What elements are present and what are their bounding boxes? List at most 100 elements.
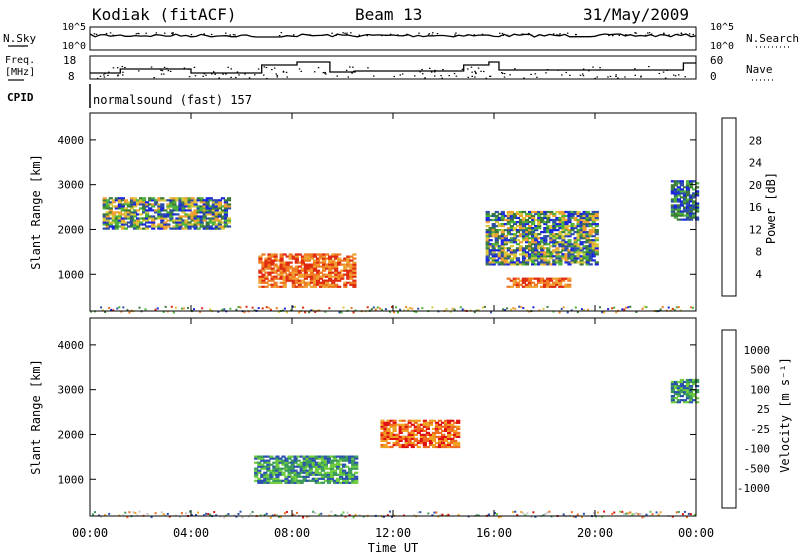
heatmap-cell bbox=[298, 311, 301, 314]
heatmap-cell bbox=[335, 455, 341, 458]
heatmap-cell bbox=[509, 285, 514, 288]
nave-point bbox=[429, 67, 431, 69]
heatmap-cell bbox=[676, 188, 681, 191]
heatmap-cell bbox=[688, 385, 694, 388]
heatmap-cell bbox=[676, 182, 681, 185]
heatmap-cell bbox=[331, 253, 336, 256]
heatmap-cell bbox=[195, 514, 197, 517]
nave-point bbox=[477, 67, 480, 69]
heatmap-cell bbox=[105, 205, 110, 208]
heatmap-cell bbox=[257, 463, 262, 466]
heatmap-cell bbox=[205, 227, 210, 230]
heatmap-cell bbox=[518, 218, 524, 222]
heatmap-cell bbox=[685, 180, 691, 183]
heatmap-cell bbox=[546, 225, 551, 228]
heatmap-cell bbox=[521, 221, 527, 224]
heatmap-cell bbox=[500, 263, 505, 266]
heatmap-cell bbox=[497, 249, 502, 252]
heatmap-cell bbox=[92, 513, 94, 516]
heatmap-cell bbox=[332, 455, 338, 458]
noise-search-point bbox=[677, 33, 679, 35]
heatmap-cell bbox=[401, 427, 406, 430]
heatmap-cell bbox=[573, 216, 578, 220]
heatmap-cell bbox=[331, 255, 336, 258]
heatmap-cell bbox=[537, 216, 542, 220]
heatmap-cell bbox=[549, 283, 554, 286]
heatmap-cell bbox=[287, 461, 292, 464]
heatmap-cell bbox=[302, 455, 307, 458]
heatmap-cell bbox=[318, 261, 324, 264]
heatmap-cell bbox=[591, 231, 596, 234]
heatmap-cell bbox=[272, 481, 277, 484]
heatmap-cell bbox=[444, 421, 449, 424]
heatmap-cell bbox=[673, 188, 678, 191]
heatmap-cell bbox=[500, 243, 505, 246]
heatmap-cell bbox=[169, 205, 174, 208]
heatmap-cell bbox=[306, 273, 311, 276]
heatmap-cell bbox=[343, 265, 348, 268]
heatmap-cell bbox=[352, 285, 357, 288]
heatmap-cell bbox=[552, 261, 557, 264]
heatmap-cell bbox=[585, 253, 590, 256]
heatmap-cell bbox=[383, 433, 388, 436]
heatmap-cell bbox=[500, 235, 505, 238]
heatmap-cell bbox=[139, 197, 144, 200]
heatmap-cell bbox=[351, 473, 356, 476]
heatmap-cell bbox=[528, 225, 533, 228]
heatmap-cell bbox=[312, 255, 318, 258]
heatmap-cell bbox=[497, 237, 502, 240]
x-tick-label: 04:00 bbox=[173, 526, 209, 540]
heatmap-cell bbox=[326, 479, 331, 482]
heatmap-cell bbox=[348, 477, 353, 480]
heatmap-cell bbox=[123, 201, 128, 204]
heatmap-cell bbox=[374, 308, 377, 311]
noise-search-point bbox=[344, 32, 346, 34]
heatmap-cell bbox=[481, 306, 484, 309]
power-colorbar-label: Power [dB] bbox=[764, 172, 778, 244]
heatmap-cell bbox=[419, 437, 424, 440]
heatmap-cell bbox=[117, 211, 122, 214]
heatmap-cell bbox=[392, 423, 397, 426]
heatmap-cell bbox=[302, 306, 305, 309]
heatmap-cell bbox=[444, 423, 449, 426]
heatmap-cell bbox=[552, 212, 557, 216]
heatmap-cell bbox=[136, 219, 141, 222]
heatmap-cell bbox=[308, 461, 313, 464]
heatmap-cell bbox=[509, 210, 514, 214]
x-tick-label: 08:00 bbox=[274, 526, 310, 540]
heatmap-cell bbox=[172, 199, 177, 202]
heatmap-cell bbox=[154, 512, 157, 515]
heatmap-cell bbox=[354, 481, 359, 484]
nave-point bbox=[503, 76, 506, 78]
heatmap-cell bbox=[506, 261, 511, 264]
heatmap-cell bbox=[285, 279, 290, 282]
heatmap-cell bbox=[275, 457, 280, 460]
heatmap-cell bbox=[294, 261, 299, 264]
heatmap-cell bbox=[178, 223, 183, 226]
heatmap-cell bbox=[261, 281, 266, 284]
heatmap-cell bbox=[217, 205, 222, 208]
heatmap-cell bbox=[266, 459, 271, 462]
heatmap-cell bbox=[293, 455, 298, 458]
heatmap-cell bbox=[229, 307, 232, 310]
heatmap-cell bbox=[285, 263, 290, 266]
heatmap-cell bbox=[407, 308, 410, 311]
heatmap-cell bbox=[528, 255, 533, 258]
heatmap-cell bbox=[346, 275, 351, 278]
heatmap-cell bbox=[679, 385, 684, 388]
heatmap-cell bbox=[531, 233, 536, 236]
heatmap-cell bbox=[343, 283, 348, 286]
heatmap-cell bbox=[564, 259, 569, 262]
heatmap-cell bbox=[129, 217, 135, 220]
heatmap-cell bbox=[114, 221, 119, 224]
heatmap-cell bbox=[151, 199, 156, 202]
heatmap-cell bbox=[193, 213, 198, 216]
nave-point bbox=[163, 73, 165, 75]
heatmap-cell bbox=[187, 227, 192, 230]
heatmap-cell bbox=[270, 255, 275, 258]
heatmap-cell bbox=[588, 218, 593, 222]
heatmap-cell bbox=[276, 269, 281, 272]
heatmap-cell bbox=[537, 243, 542, 246]
heatmap-cell bbox=[175, 207, 180, 210]
heatmap-cell bbox=[456, 425, 461, 428]
